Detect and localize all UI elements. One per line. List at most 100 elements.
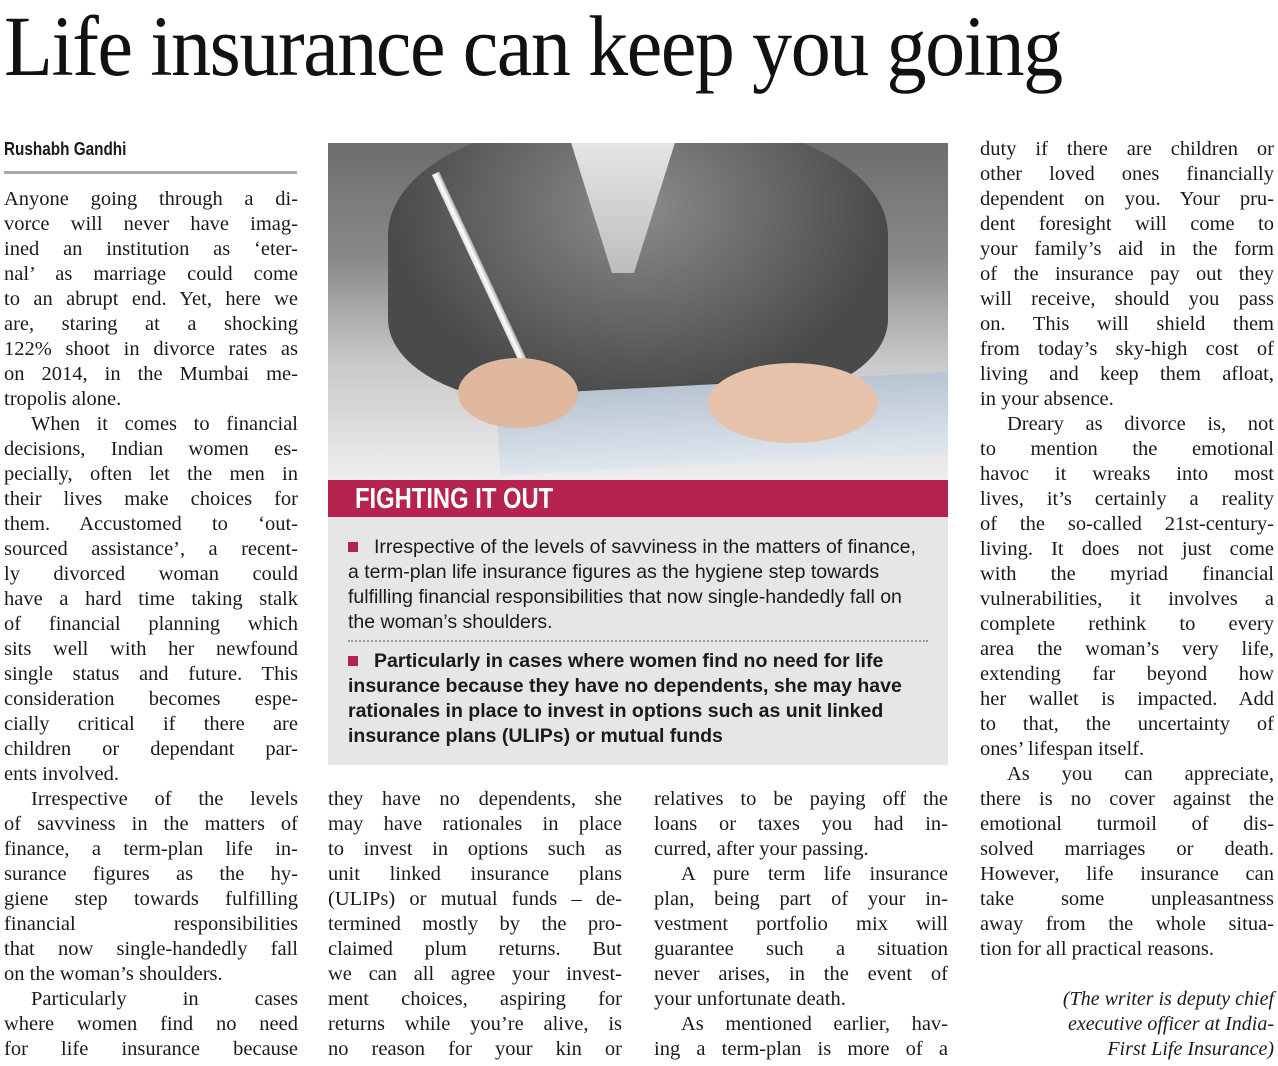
text-line: nal’ as marriage could come (4, 263, 298, 285)
text-line: As mentioned earlier, hav- (681, 1013, 948, 1035)
text-line: surance figures as the hy- (4, 863, 298, 885)
text-line: on. This will shield them (980, 313, 1274, 335)
square-bullet-icon (348, 656, 358, 666)
text-line: sourced assistance’, a recent- (4, 538, 298, 560)
text-line: to mention the emotional (980, 438, 1274, 460)
text-line: have a hard time taking stalk (4, 588, 298, 610)
text-line: Particularly in cases (31, 988, 298, 1010)
text-line: As you can appreciate, (1007, 763, 1274, 785)
text-line: single status and future. This (4, 663, 298, 685)
text-line: away from the whole situa- (980, 913, 1274, 935)
article-column-3: relatives to be paying off the loans or t… (654, 787, 948, 1062)
text-line: that now single-handedly fall (4, 938, 298, 960)
text-line: take some unpleasantness (980, 888, 1274, 910)
text-line: of savviness in the matters of (4, 813, 298, 835)
text-line: lives, it’s certainly a reality (980, 488, 1274, 510)
text-line: ment choices, aspiring for (328, 988, 622, 1010)
text-line: vorce will never have imag- (4, 213, 298, 235)
headline: Life insurance can keep you going (4, 0, 1063, 94)
text-line: with the myriad financial (980, 563, 1274, 585)
text-line: complete rethink to every (980, 613, 1274, 635)
text-line: ined an institution as ‘eter- (4, 238, 298, 260)
text-line: your family’s aid in the form (980, 238, 1274, 260)
text-line: to invest in options such as (328, 838, 622, 860)
text-line: solved marriages or death. (980, 838, 1274, 860)
text-line: ing a term-plan is more of a (654, 1038, 948, 1060)
sidebar-bullet-text: Irrespective of the levels of savviness … (348, 536, 916, 633)
text-line: vulnerabilities, it involves a (980, 588, 1274, 610)
sidebar-bullet-text: Particularly in cases where women find n… (348, 650, 902, 747)
text-line: for life insurance because (4, 1038, 298, 1060)
text-line: 122% shoot in divorce rates as (4, 338, 298, 360)
text-line: never arises, in the event of (654, 963, 948, 985)
article-column-1: Anyone going through a di-vorce will nev… (4, 187, 298, 1062)
text-line: termined mostly by the pro- (328, 913, 622, 935)
text-line: extending far beyond how (980, 663, 1274, 685)
text-line: ones’ lifespan itself. (980, 738, 1145, 760)
text-line: children or dependant par- (4, 738, 298, 760)
text-line: we can all agree your invest- (328, 963, 622, 985)
text-line: pecially, often let the men in (4, 463, 298, 485)
text-line: guarantee such a situation (654, 938, 948, 960)
dotted-divider (348, 640, 928, 642)
text-line: tropolis alone. (4, 388, 122, 410)
text-line: curred, after your passing. (654, 838, 869, 860)
text-line: loans or taxes you had in- (654, 813, 948, 835)
sidebar-box: FIGHTING IT OUT Irrespective of the leve… (328, 143, 948, 765)
text-line: unit linked insurance plans (328, 863, 622, 885)
text-line: A pure term life insurance (681, 863, 948, 885)
text-line: vestment portfolio mix will (654, 913, 948, 935)
text-line: living and keep them afloat, (980, 363, 1274, 385)
text-line: Anyone going through a di- (4, 188, 298, 210)
text-line: they have no dependents, she (328, 788, 622, 810)
writer-note-line: (The writer is deputy chief (1062, 988, 1274, 1010)
square-bullet-icon (348, 542, 358, 552)
text-line: When it comes to financial (31, 413, 298, 435)
byline-rule (4, 171, 297, 174)
writer-note: (The writer is deputy chief executive of… (980, 987, 1274, 1062)
text-line: However, life insurance can (980, 863, 1274, 885)
article-column-2: they have no dependents, she may have rat… (328, 787, 622, 1062)
text-line: plan, being part of your in- (654, 888, 948, 910)
text-line: ly divorced woman could (4, 563, 298, 585)
text-line: duty if there are children or (980, 138, 1274, 160)
text-line: to that, the uncertainty of (980, 713, 1274, 735)
text-line: claimed plum returns. But (328, 938, 622, 960)
text-line: ents involved. (4, 763, 120, 785)
text-line: are, staring at a shocking (4, 313, 298, 335)
text-line: there is no cover against the (980, 788, 1274, 810)
text-line: decisions, Indian women es- (4, 438, 298, 460)
text-line: area the woman’s very life, (980, 638, 1274, 660)
text-line: Irrespective of the levels (31, 788, 298, 810)
text-line: their lives make choices for (4, 488, 298, 510)
text-line: her wallet is impacted. Add (980, 688, 1274, 710)
article-column-4: duty if there are children or other loved… (980, 137, 1274, 962)
text-line: consideration becomes espe- (4, 688, 298, 710)
text-line: will receive, should you pass (980, 288, 1274, 310)
text-line: sits well with her newfound (4, 638, 298, 660)
text-line: to an abrupt end. Yet, here we (4, 288, 298, 310)
text-line: may have rationales in place (328, 813, 622, 835)
text-line: from today’s sky-high cost of (980, 338, 1274, 360)
text-line: (ULIPs) or mutual funds – de- (328, 888, 622, 910)
sidebar-bullet: Irrespective of the levels of savviness … (348, 535, 918, 635)
writer-note-line: First Life Insurance) (1107, 1038, 1274, 1060)
sidebar-bullet: Particularly in cases where women find n… (348, 649, 918, 749)
text-line: emotional turmoil of dis- (980, 813, 1274, 835)
text-line: tion for all practical reasons. (980, 938, 1214, 960)
text-line: on the woman’s shoulders. (4, 963, 223, 985)
text-line: giene step towards fulfilling (4, 888, 298, 910)
text-line: living. It does not just come (980, 538, 1274, 560)
writer-note-line: executive officer at India- (1067, 1013, 1274, 1035)
text-line: cially critical if there are (4, 713, 298, 735)
text-line: of financial planning which (4, 613, 298, 635)
text-line: dent foresight will come to (980, 213, 1274, 235)
text-line: Dreary as divorce is, not (1007, 413, 1274, 435)
text-line: dependent on you. Your pru- (980, 188, 1274, 210)
text-line: finance, a term-plan life in- (4, 838, 298, 860)
text-line: on 2014, in the Mumbai me- (4, 363, 298, 385)
text-line: havoc it wreaks into most (980, 463, 1274, 485)
photo-woman-signing-document (328, 143, 948, 480)
text-line: of the insurance pay out they (980, 263, 1274, 285)
text-line: your unfortunate death. (654, 988, 846, 1010)
